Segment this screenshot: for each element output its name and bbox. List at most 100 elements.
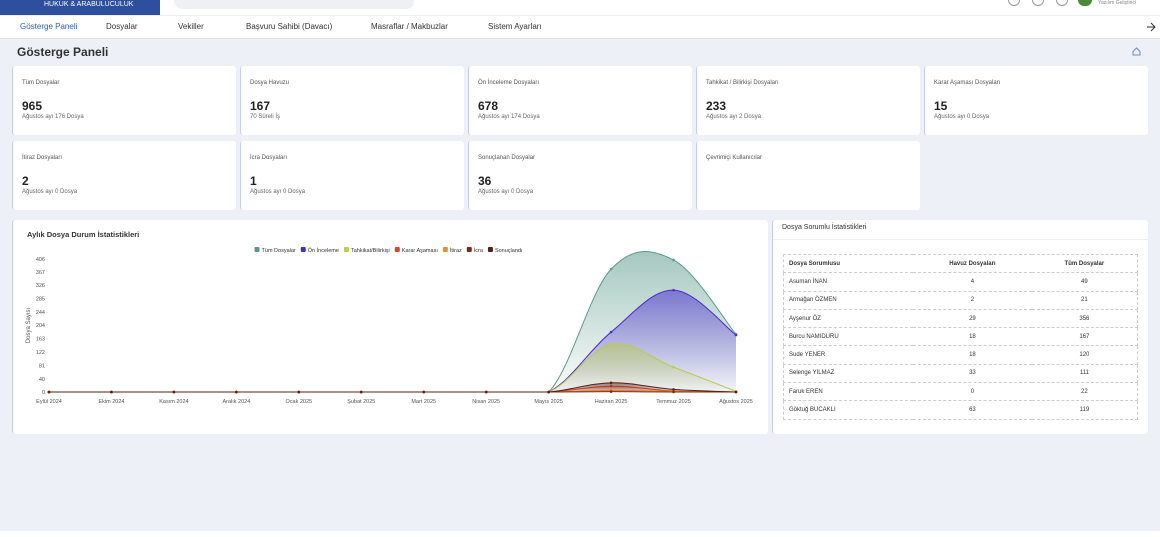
card-note: Ağustos ayı 0 Dosya (934, 114, 990, 120)
x-tick-label: Şubat 2025 (347, 399, 375, 405)
table-cell: 4 (913, 272, 1032, 292)
table-cell: 356 (1031, 308, 1138, 329)
card-value: 1 (250, 174, 257, 188)
legend-label: Tahkikat/Bilirkişi (351, 248, 390, 254)
nav-item[interactable]: Gösterge Paneli (20, 22, 78, 31)
data-point (422, 390, 426, 394)
data-point (547, 390, 550, 394)
legend-swatch (466, 247, 472, 252)
icon-button[interactable] (1032, 0, 1044, 6)
x-tick-label: Aralık 2024 (222, 399, 250, 405)
nav-item[interactable]: Vekiller (178, 22, 204, 31)
nav-item[interactable]: Sistem Ayarları (488, 22, 542, 31)
card-label: İcra Dosyaları (250, 155, 288, 161)
table-row: Faruk EREN 0 22 (783, 382, 1138, 402)
x-tick-label: Ocak 2025 (286, 399, 313, 405)
x-tick-label: Mayıs 2025 (534, 399, 562, 405)
table-cell: 119 (1031, 400, 1138, 420)
footer (0, 531, 1160, 537)
column-header: Dosya Sorumlusu (783, 253, 914, 274)
x-tick-label: Nisan 2025 (472, 399, 500, 405)
nav-item[interactable]: Başvuru Sahibi (Davacı) (246, 22, 333, 31)
table-cell: Göktuğ BUCAKLI (783, 400, 914, 420)
x-tick-label: Kasım 2024 (159, 399, 188, 405)
search-box[interactable] (174, 0, 414, 9)
data-point (672, 388, 675, 391)
legend-label: Tüm Dosyalar (262, 248, 296, 254)
table-cell: 63 (913, 400, 1032, 420)
nav-arrow[interactable] (1146, 22, 1156, 32)
nav-item[interactable]: Dosyalar (106, 22, 138, 31)
card-label: Dosya Havuzu (250, 80, 290, 86)
stat-card: Tahkikat / Bilirkişi Dosyaları 233 Ağustos… (696, 66, 920, 135)
card-note: 70 Süreli İş (250, 114, 281, 120)
legend-swatch (300, 247, 306, 252)
card-label: Sonuçlanan Dosyalar (478, 155, 536, 161)
y-tick-label: 326 (36, 283, 45, 289)
x-tick-label: Ağustos 2025 (719, 399, 753, 405)
card-value: 2 (22, 174, 29, 188)
y-tick-label: 244 (36, 310, 45, 316)
icon-button[interactable] (1056, 0, 1068, 6)
data-point (672, 288, 675, 292)
legend-label: Ön İnceleme (308, 247, 339, 254)
stat-card: Çevrimiçi Kullanıcılar (696, 141, 920, 210)
chart: Aylık Dosya Durum İstatistikleri Dosya Sa… (26, 230, 753, 405)
table-row: Sude YENER 18 120 (783, 345, 1138, 365)
stat-card: Sonuçlanan Dosyalar 36 Ağustos ayı 0 Dosya (468, 141, 692, 210)
legend-swatch (394, 247, 400, 252)
card-note: Ağustos ayı 174 Dosya (478, 114, 540, 120)
data-point (609, 330, 613, 334)
card-label: İtiraz Dosyaları (22, 155, 63, 161)
legend-label: İcra (474, 247, 484, 254)
table-cell: Armağan ÖZMEN (783, 290, 914, 310)
brand[interactable]: HUKUK & ARABULUCULUK (0, 0, 160, 15)
card-label: Çevrimiçi Kullanıcılar (706, 155, 763, 161)
avatar[interactable] (1078, 0, 1092, 6)
x-tick-label: Eylül 2024 (36, 399, 62, 405)
legend-label: Sonuçlandı (495, 248, 523, 254)
data-point (297, 390, 301, 394)
table-row: Göktuğ BUCAKLI 63 119 (783, 400, 1138, 420)
x-tick-label: Ekim 2024 (98, 399, 124, 405)
y-tick-label: 81 (39, 363, 45, 369)
stat-card: Karar Aşaması Dosyaları 15 Ağustos ayı 0 D… (924, 66, 1148, 135)
nav-item[interactable]: Masraflar / Makbuzlar (371, 22, 448, 31)
table-panel: Dosya Sorumlu İstatistikleri Dosya Sorum… (772, 220, 1148, 434)
data-point (359, 390, 363, 394)
y-tick-label: 285 (36, 297, 45, 303)
card-note: Ağustos ayı 2 Dosya (706, 114, 762, 120)
card-value: 167 (250, 99, 271, 113)
table-cell: Ayşenur ÖZ (783, 308, 914, 329)
y-tick-label: 367 (36, 270, 45, 276)
table-cell: 167 (1031, 327, 1138, 347)
data-point (172, 390, 176, 394)
table-cell: 21 (1031, 290, 1138, 310)
table-cell: 2 (913, 290, 1032, 310)
icon-button[interactable] (1008, 0, 1020, 6)
table-row: Selenge YILMAZ 33 111 (783, 363, 1138, 384)
card-value: 965 (22, 99, 43, 113)
card-label: Tahkikat / Bilirkişi Dosyaları (706, 80, 779, 86)
stat-card: Ön İnceleme Dosyaları 678 Ağustos ayı 174 … (468, 66, 692, 135)
x-tick-label: Temmuz 2025 (656, 399, 691, 405)
top-bar: HUKUK & ARABULUCULUK Yazılım Geliştirici (0, 0, 1160, 15)
legend-swatch (343, 247, 349, 252)
column-header: Havuz Dosyaları (913, 253, 1032, 274)
legend-swatch (254, 247, 260, 252)
user-name[interactable]: Yazılım Geliştirici (1098, 0, 1136, 6)
home-icon[interactable] (1132, 47, 1141, 56)
stat-card: Dosya Havuzu 167 70 Süreli İş (240, 66, 464, 135)
table-cell: 18 (913, 345, 1032, 365)
chart-title: Aylık Dosya Durum İstatistikleri (27, 230, 139, 239)
data-point (484, 390, 488, 394)
series-line (48, 382, 737, 393)
card-note: Ağustos ayı 0 Dosya (478, 189, 534, 195)
table-row: Asuman İNAN 4 49 (783, 272, 1138, 292)
card-value: 15 (934, 99, 948, 113)
table-cell: 120 (1031, 345, 1138, 365)
table-cell: Faruk EREN (783, 382, 914, 402)
column-header: Tüm Dosyalar (1031, 253, 1138, 274)
y-tick-label: 204 (36, 323, 45, 329)
table-row: Ayşenur ÖZ 29 356 (783, 308, 1138, 329)
